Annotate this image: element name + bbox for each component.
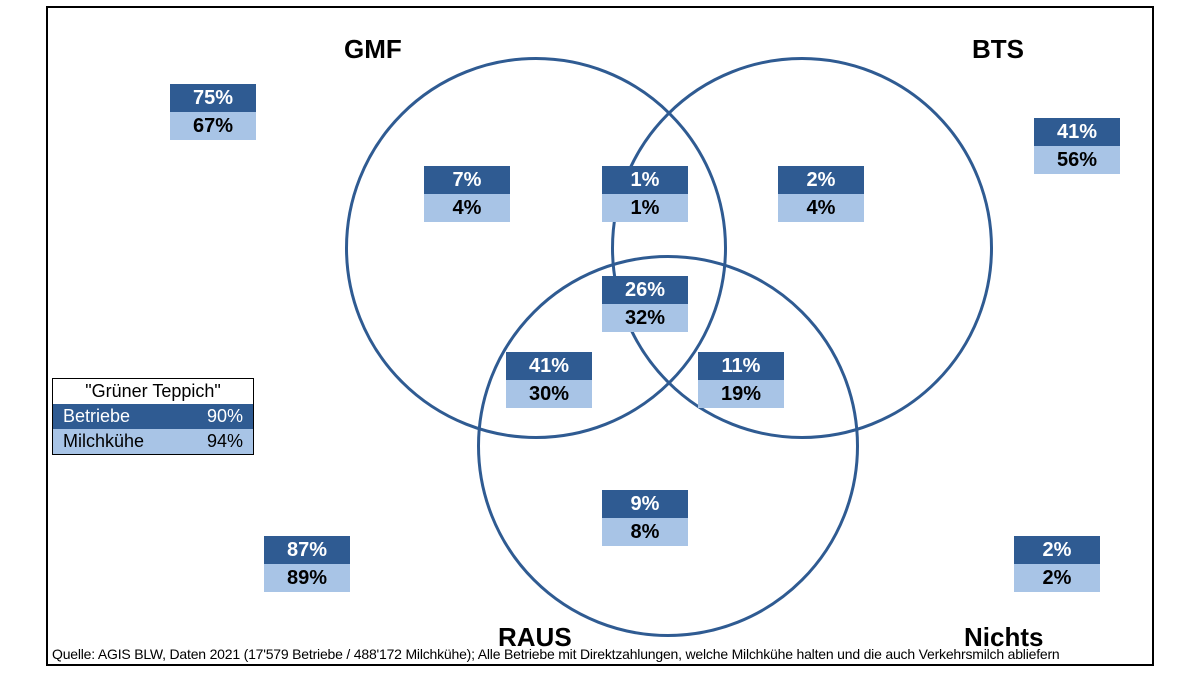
- legend-title-row: "Grüner Teppich": [53, 379, 253, 404]
- box-center: 26% 32%: [602, 276, 688, 332]
- legend-box: "Grüner Teppich" Betriebe 90% Milchkühe …: [52, 378, 254, 455]
- diagram-frame: GMF BTS RAUS Nichts 7% 4% 2% 4% 1% 1% 26…: [46, 6, 1154, 666]
- box-bot: 4%: [778, 194, 864, 222]
- box-bot: 19%: [698, 380, 784, 408]
- box-bot: 30%: [506, 380, 592, 408]
- box-top: 41%: [1034, 118, 1120, 146]
- box-gmf-total: 75% 67%: [170, 84, 256, 140]
- legend-row-value: 90%: [207, 406, 243, 427]
- box-top: 41%: [506, 352, 592, 380]
- box-gmf-raus: 41% 30%: [506, 352, 592, 408]
- legend-row-betriebe: Betriebe 90%: [53, 404, 253, 429]
- box-top: 26%: [602, 276, 688, 304]
- box-gmf-only: 7% 4%: [424, 166, 510, 222]
- box-top: 75%: [170, 84, 256, 112]
- box-raus-total: 87% 89%: [264, 536, 350, 592]
- box-bts-total: 41% 56%: [1034, 118, 1120, 174]
- box-gmf-bts: 1% 1%: [602, 166, 688, 222]
- legend-row-value: 94%: [207, 431, 243, 452]
- box-top: 2%: [1014, 536, 1100, 564]
- box-top: 9%: [602, 490, 688, 518]
- box-bot: 89%: [264, 564, 350, 592]
- legend-title: "Grüner Teppich": [85, 381, 221, 402]
- box-raus-only: 9% 8%: [602, 490, 688, 546]
- box-bot: 67%: [170, 112, 256, 140]
- box-bot: 56%: [1034, 146, 1120, 174]
- box-top: 7%: [424, 166, 510, 194]
- legend-row-label: Betriebe: [63, 406, 130, 427]
- label-bts: BTS: [972, 34, 1024, 65]
- box-bot: 32%: [602, 304, 688, 332]
- label-gmf: GMF: [344, 34, 402, 65]
- box-top: 11%: [698, 352, 784, 380]
- box-nichts-total: 2% 2%: [1014, 536, 1100, 592]
- box-top: 2%: [778, 166, 864, 194]
- box-top: 87%: [264, 536, 350, 564]
- legend-row-milchkuehe: Milchkühe 94%: [53, 429, 253, 454]
- box-bot: 4%: [424, 194, 510, 222]
- legend-row-label: Milchkühe: [63, 431, 144, 452]
- box-bot: 1%: [602, 194, 688, 222]
- box-bts-only: 2% 4%: [778, 166, 864, 222]
- box-bts-raus: 11% 19%: [698, 352, 784, 408]
- box-bot: 8%: [602, 518, 688, 546]
- box-bot: 2%: [1014, 564, 1100, 592]
- box-top: 1%: [602, 166, 688, 194]
- source-footer: Quelle: AGIS BLW, Daten 2021 (17'579 Bet…: [52, 646, 1060, 662]
